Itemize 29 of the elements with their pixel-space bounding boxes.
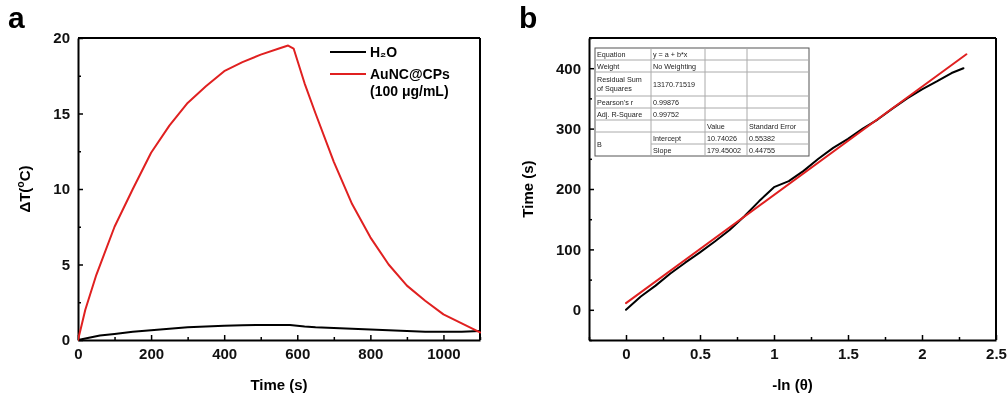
y-tick-label: 400 — [555, 59, 581, 77]
y-tick-label: 5 — [61, 255, 70, 273]
x-tick-label: 800 — [358, 344, 384, 362]
y-axis-title: Time (s) — [519, 160, 536, 218]
x-tick-label: 2.5 — [986, 344, 1007, 362]
x-tick-label: 200 — [139, 344, 165, 362]
legend-label: H₂O — [370, 44, 398, 60]
x-tick-label: 1000 — [427, 344, 461, 362]
x-axis-title: -ln (θ) — [772, 376, 813, 393]
x-tick-label: 600 — [285, 344, 311, 362]
y-tick-label: 200 — [555, 180, 581, 198]
x-tick-label: 0.5 — [690, 344, 711, 362]
chart-title: b — [519, 1, 538, 34]
x-axis-title: Time (s) — [250, 376, 308, 393]
x-tick-label: 0 — [622, 344, 631, 362]
y-tick-label: 15 — [53, 104, 70, 122]
x-tick-label: 1.5 — [838, 344, 859, 362]
x-tick-label: 0 — [74, 344, 83, 362]
y-tick-label: 300 — [555, 119, 581, 137]
y-tick-label: 20 — [53, 29, 70, 47]
y-tick-label: 0 — [572, 301, 581, 319]
x-tick-label: 1 — [770, 344, 779, 362]
x-tick-label: 2 — [918, 344, 927, 362]
chart-title: a — [8, 1, 25, 34]
legend-label: AuNC@CPs (100 μg/mL) — [370, 66, 450, 99]
y-tick-label: 0 — [61, 331, 70, 349]
x-tick-label: 400 — [212, 344, 238, 362]
y-tick-label: 10 — [53, 180, 70, 198]
y-tick-label: 100 — [555, 240, 581, 258]
